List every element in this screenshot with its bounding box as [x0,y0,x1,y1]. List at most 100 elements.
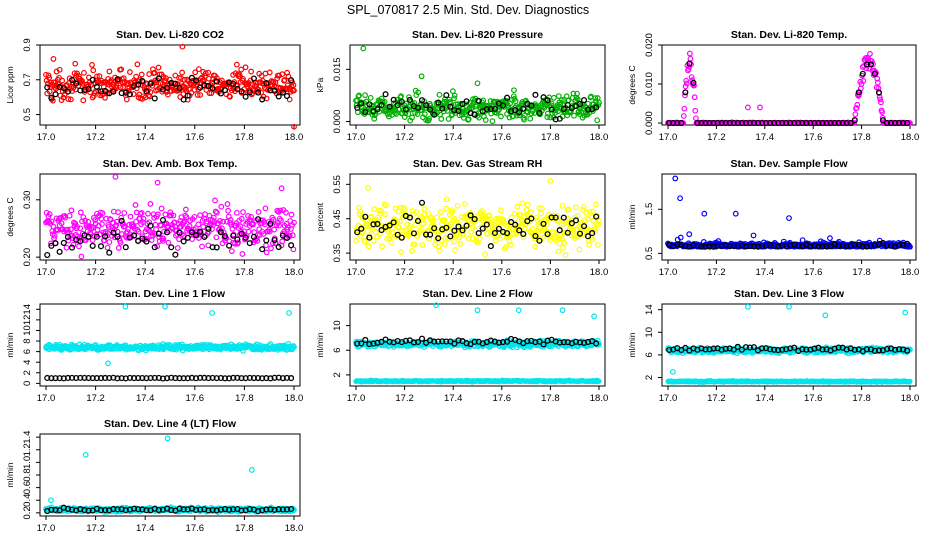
outlier-point [511,87,517,94]
data-point [238,215,245,222]
data-point [519,220,526,227]
overlay-point [443,92,450,99]
data-point [519,200,526,207]
overlay-point [386,103,393,110]
data-point [67,226,74,233]
data-point [867,50,873,57]
overlay-point [110,88,117,95]
data-point [874,79,881,86]
x-tick-label: 17.0 [347,267,366,278]
overlay-point [209,85,216,92]
overlay-point [271,87,278,94]
data-point [395,223,401,230]
overlay-point [122,244,129,251]
overlay-point [427,106,434,113]
data-point [167,209,174,216]
overlay-point [746,119,753,127]
data-point [195,221,202,228]
data-point [570,90,577,97]
outlier-point [209,310,216,316]
overlay-point [126,91,133,98]
data-point [455,220,462,227]
data-point [132,202,139,208]
overlay-point [783,119,790,127]
data-point [258,89,264,96]
y-tick-label: 8 [22,338,33,343]
data-point [384,235,390,242]
data-point [72,60,79,67]
overlay-point [267,220,274,227]
overlay-point [89,76,96,83]
overlay-point [738,119,745,127]
overlay-point [73,80,80,87]
y-tick-label: 0.30 [22,191,33,210]
data-point [288,211,295,218]
x-tick-label: 17.4 [444,393,463,404]
overlay-point [64,88,71,95]
x-tick-label: 17.6 [186,393,205,404]
panel-ambbox: Stan. Dev. Amb. Box Temp.degrees C17.0 17… [5,158,303,278]
data-point [46,211,53,217]
data-point [270,216,277,223]
data-point [158,205,165,212]
overlay-point [435,99,442,106]
data-point [291,219,297,226]
overlay-point [690,79,697,86]
overlay-point [414,104,422,111]
overlay-point [180,96,187,103]
data-point [559,202,566,209]
data-point [498,207,504,214]
overlay-point [118,217,125,224]
overlay-point [487,243,494,250]
overlay-point [394,102,401,109]
data-point [441,98,448,105]
overlay-point [52,91,59,98]
panel-title-line2: Stan. Dev. Line 2 Flow [422,288,533,300]
data-point [174,245,181,251]
y-tick-label: 10 [22,325,33,336]
data-point [263,242,269,249]
outlier-point [701,210,708,217]
data-point [168,212,174,219]
data-point [184,76,190,83]
data-point [233,61,240,68]
overlay-point [402,106,409,113]
data-point [370,238,377,244]
data-point [202,70,209,77]
data-point [686,50,693,57]
x-tick-label: 18.0 [901,132,920,143]
data-point [402,110,409,117]
data-point [89,62,95,68]
y-axis-label: kPa [315,77,325,92]
overlay-point [491,105,498,113]
overlay-point [815,119,822,127]
overlay-point [839,119,846,127]
data-point [268,245,274,252]
overlay-point [811,119,818,127]
y-tick-label: 10 [644,327,655,338]
data-point [50,79,57,86]
overlay-point [44,84,51,91]
x-tick-label: 18.0 [901,393,920,404]
x-tick-label: 17.2 [707,393,726,404]
data-point [879,109,886,115]
overlay-point [516,109,523,116]
data-point [562,252,569,259]
data-point [393,233,400,240]
overlay-point [851,117,858,124]
data-point [421,206,428,212]
overlay-point [230,80,237,87]
data-point [278,217,284,224]
data-point [680,113,687,119]
data-point [407,223,414,229]
data-point [138,71,145,78]
overlay-point [576,100,584,108]
overlay-point [130,232,138,239]
outlier-point [515,307,522,314]
data-point [283,209,289,216]
data-point [489,118,496,125]
x-tick-label: 17.4 [756,393,775,404]
data-point [457,241,464,247]
data-point [123,96,130,103]
